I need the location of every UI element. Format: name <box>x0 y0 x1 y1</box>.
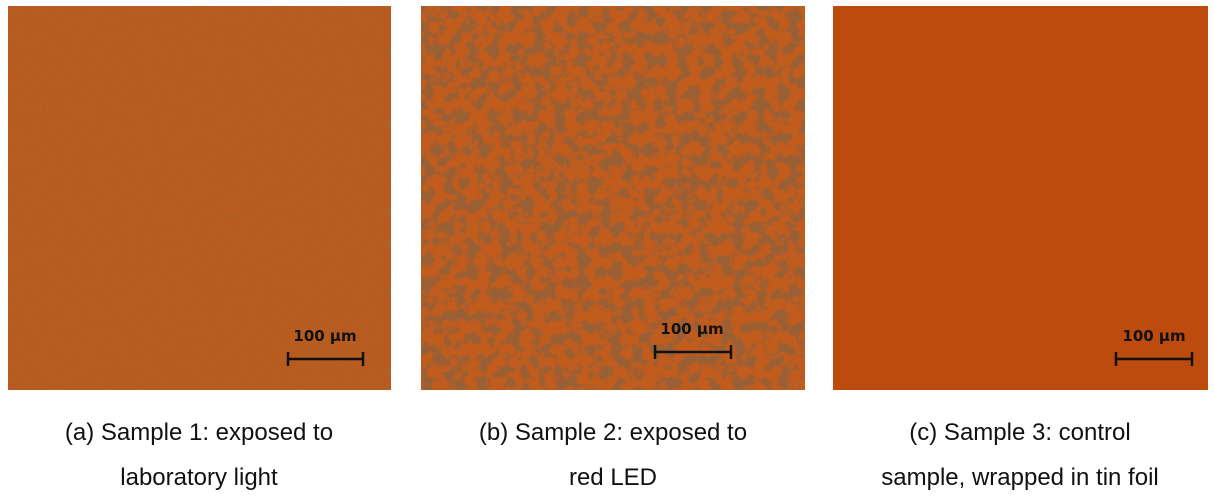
texture <box>421 6 805 390</box>
caption-line: (c) Sample 3: control <box>909 419 1130 446</box>
caption-line: (b) Sample 2: exposed to <box>479 419 747 446</box>
panel-a: 100 µm (a) Sample 1: exposed to laborato… <box>8 6 391 491</box>
panel-b: 100 µm (b) Sample 2: exposed to red LED <box>421 6 805 491</box>
scale-label: 100 µm <box>660 320 723 338</box>
caption-line: laboratory light <box>120 464 278 491</box>
panel-c: 100 µm (c) Sample 3: control sample, wra… <box>833 6 1208 491</box>
page: {"panels": [ {"scale_label": "100 µm", "… <box>0 0 1214 502</box>
scale-label: 100 µm <box>1122 327 1185 345</box>
caption-line: sample, wrapped in tin foil <box>881 464 1158 491</box>
figure: 100 µm (a) Sample 1: exposed to laborato… <box>0 0 1214 502</box>
caption-line: (a) Sample 1: exposed to <box>65 419 333 446</box>
caption-line: red LED <box>569 464 657 491</box>
scale-label: 100 µm <box>293 327 356 345</box>
